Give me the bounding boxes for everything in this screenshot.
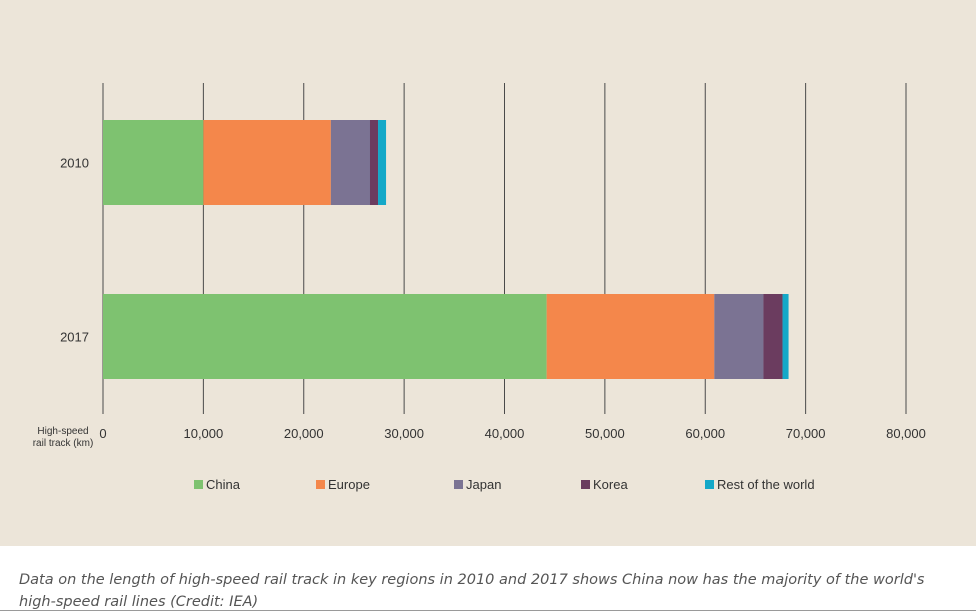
- caption-divider: [0, 610, 976, 611]
- legend-swatch: [581, 480, 590, 489]
- bar-segment: [103, 120, 204, 205]
- bar-segment: [782, 294, 789, 379]
- bar-segment: [203, 120, 331, 205]
- bar-segment: [378, 120, 387, 205]
- chart-panel: [0, 0, 976, 546]
- legend-label: Europe: [328, 477, 370, 492]
- bar-segment: [330, 120, 370, 205]
- category-label: 2010: [60, 156, 89, 171]
- legend-label: Rest of the world: [717, 477, 815, 492]
- legend-label: Japan: [466, 477, 501, 492]
- bar-segment: [369, 120, 379, 205]
- legend-swatch: [194, 480, 203, 489]
- stacked-bar-chart: 2010 2017 0 10,000 20,000 30,000 40,000 50,000 6…: [33, 83, 926, 492]
- x-tick-label: 10,000: [183, 426, 223, 441]
- figure-caption: Data on the length of high-speed rail tr…: [19, 572, 925, 610]
- x-tick-label: 50,000: [585, 426, 625, 441]
- legend-swatch: [316, 480, 325, 489]
- x-axis-title: rail track (km): [33, 438, 94, 449]
- x-tick-label: 30,000: [384, 426, 424, 441]
- bar-segment: [103, 294, 547, 379]
- x-tick-label: 80,000: [886, 426, 926, 441]
- bar-segment: [714, 294, 764, 379]
- x-tick-label: 20,000: [284, 426, 324, 441]
- bar-segment: [763, 294, 783, 379]
- legend-swatch: [454, 480, 463, 489]
- x-tick-label: 40,000: [485, 426, 525, 441]
- category-label: 2017: [60, 330, 89, 345]
- legend-swatch: [705, 480, 714, 489]
- x-tick-label: 60,000: [685, 426, 725, 441]
- bar-segment: [546, 294, 715, 379]
- legend-label: Korea: [593, 477, 628, 492]
- x-tick-label: 0: [99, 426, 106, 441]
- x-axis-title: High-speed: [37, 426, 88, 437]
- x-tick-label: 70,000: [786, 426, 826, 441]
- legend-label: China: [206, 477, 241, 492]
